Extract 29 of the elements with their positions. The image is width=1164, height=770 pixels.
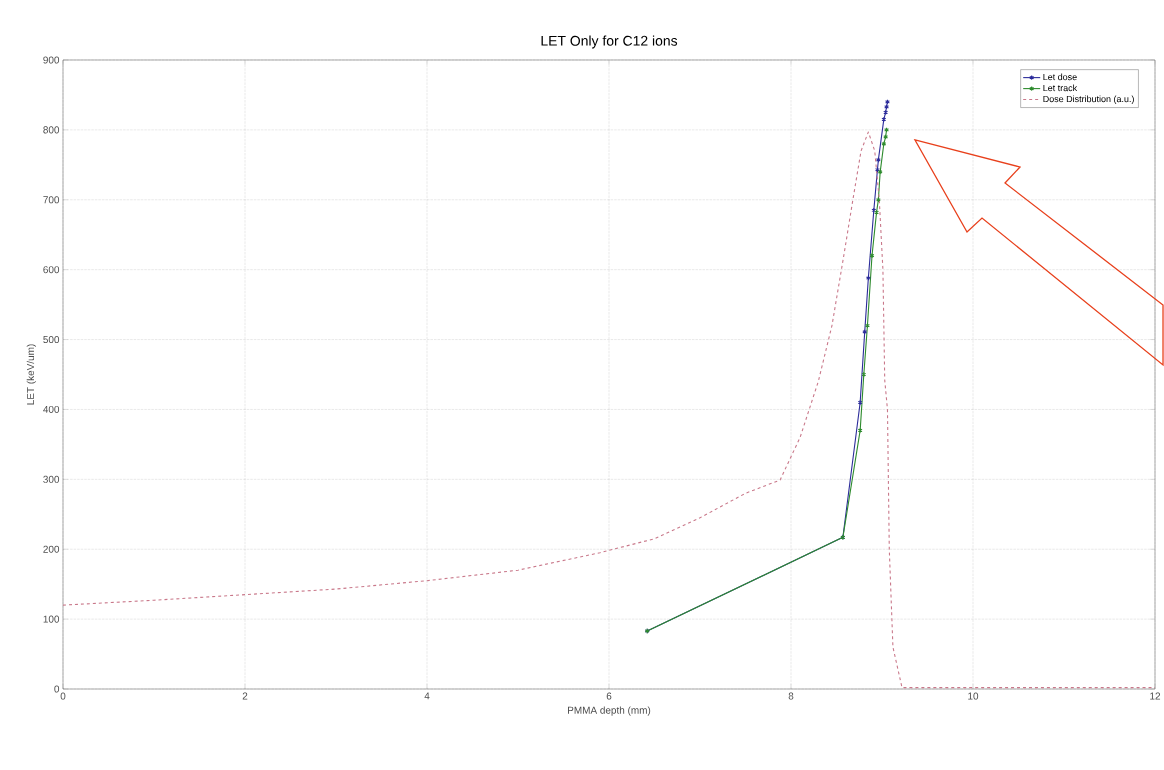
point [881,116,887,123]
y-tick-label: 400 [43,405,60,413]
y-tick-label: 500 [43,336,60,344]
chart-title: LET Only for C12 ions [541,35,678,49]
x-tick-label: 10 [968,692,979,700]
legend-label: Dose Distribution (a.u.) [1043,95,1134,104]
point [861,371,867,378]
x-tick-label: 12 [1150,692,1161,700]
y-tick-label: 200 [43,545,60,553]
point [869,252,875,259]
y-tick-label: 300 [43,475,60,483]
y-tick-label: 700 [43,196,60,204]
x-tick-label: 2 [242,692,248,700]
y-tick-label: 600 [43,266,60,274]
y-tick-label: 800 [43,126,60,134]
y-tick-label: 100 [43,615,60,623]
point [857,427,863,434]
point [857,399,863,406]
x-tick-label: 6 [606,692,612,700]
x-tick-label: 0 [60,692,66,700]
point [883,109,889,116]
y-axis-title: LET (keV/um) [26,344,37,405]
y-tick-label: 0 [54,685,60,693]
legend-label: Let track [1043,84,1078,92]
x-tick-label: 4 [424,692,430,700]
y-tick-label: 900 [43,56,60,64]
legend-label: Let dose [1043,73,1077,81]
x-tick-label: 8 [788,692,794,700]
x-axis-title: PMMA depth (mm) [568,706,651,716]
